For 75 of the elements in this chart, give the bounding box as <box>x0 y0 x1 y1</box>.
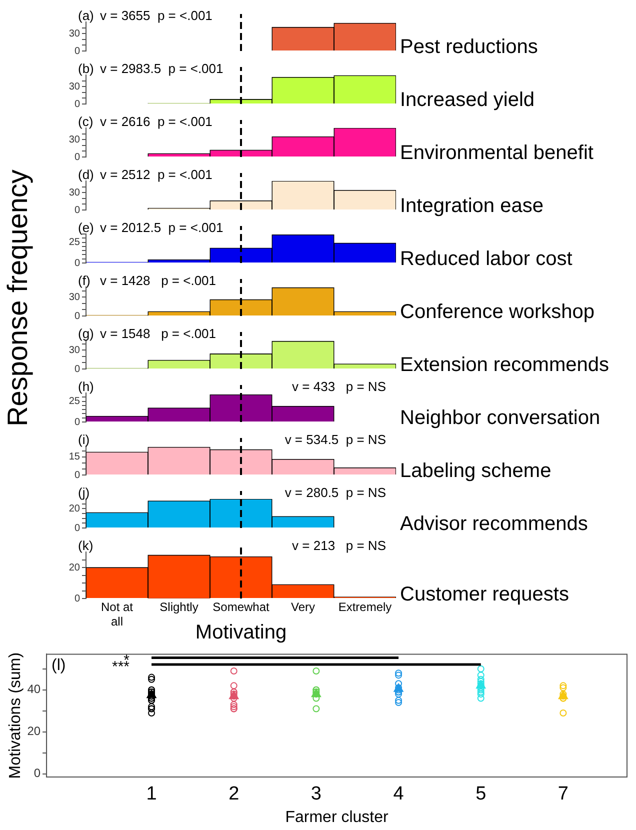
y-tick-label: 0 <box>74 593 80 604</box>
y-tick-label: 40 <box>27 682 41 696</box>
y-tick-label: 30 <box>68 28 80 40</box>
y-tick-label: 0 <box>74 98 80 110</box>
y-tick-label: 0 <box>74 522 80 534</box>
x-tick-label: Slightly <box>160 600 198 614</box>
chart-subtitle: v = 433 p = NS <box>292 379 386 394</box>
y-tick-label: 20 <box>68 562 80 574</box>
x-tick-label: 5 <box>476 784 486 805</box>
y-tick-label: 30 <box>68 292 80 303</box>
text: Neighbor conversation <box>400 407 600 429</box>
y-tick-label: 20 <box>68 503 80 514</box>
y-tick-label: 0 <box>74 416 80 428</box>
chart-subtitle: v = 2512 p = <.001 <box>100 167 212 182</box>
chart-title: (d) <box>78 167 94 182</box>
y-tick-label: 0 <box>74 310 80 322</box>
chart-title: (b) <box>78 61 94 76</box>
text: Pest reductions <box>400 36 538 58</box>
chart-subtitle: v = 534.5 p = NS <box>284 432 386 447</box>
chart-title: (j) <box>78 485 90 500</box>
y-tick-label: 25 <box>68 237 80 248</box>
chart-subtitle: v = 2616 p = <.001 <box>100 114 212 129</box>
y-tick-label: 20 <box>27 724 41 738</box>
x-axis-title: Farmer cluster <box>285 808 390 826</box>
y-tick-label: 0 <box>74 364 80 375</box>
chart-title: (k) <box>78 538 94 553</box>
x-tick-label: 3 <box>310 784 322 805</box>
chart-subtitle: v = 1548 p = <.001 <box>100 326 216 341</box>
y-tick-label: 0 <box>34 766 41 780</box>
x-tick-label: 2 <box>228 784 240 805</box>
text: Integration ease <box>400 195 544 217</box>
x-axis-title: Motivating <box>195 622 287 644</box>
y-axis-title: Response frequency <box>2 169 34 426</box>
x-tick-label: Very <box>290 600 316 614</box>
chart-subtitle: v = 2012.5 p = <.001 <box>100 220 224 235</box>
y-tick-label: 30 <box>68 134 80 146</box>
y-tick-label: 0 <box>74 46 80 57</box>
chart-subtitle: v = 213 p = NS <box>292 538 386 553</box>
y-tick-label: 0 <box>74 258 80 269</box>
chart-subtitle: v = 2983.5 p = <.001 <box>100 61 224 76</box>
y-tick-label: 30 <box>68 81 80 92</box>
y-tick-label: 25 <box>68 396 80 408</box>
x-tick-label: Extremely <box>338 600 392 614</box>
text: Customer requests <box>400 584 569 606</box>
chart-title: (h) <box>78 379 94 394</box>
chart-subtitle: v = 1428 p = <.001 <box>100 273 216 288</box>
chart-title: (f) <box>78 273 90 288</box>
x-tick-label: 1 <box>146 784 157 805</box>
y-tick-label: 15 <box>68 452 80 463</box>
text: Conference workshop <box>400 301 595 323</box>
chart-title: (c) <box>78 114 94 129</box>
text: Environmental benefit <box>400 142 594 164</box>
x-tick-label: 4 <box>393 784 404 805</box>
text: Reduced labor cost <box>400 248 573 270</box>
chart-title: (l) <box>52 657 66 674</box>
chart-title: (i) <box>78 432 90 447</box>
text: Extension recommends <box>400 354 609 376</box>
y-tick-label: 0 <box>74 204 80 216</box>
chart-subtitle: v = 280.5 p = NS <box>284 485 386 500</box>
text: Advisor recommends <box>400 513 588 535</box>
annotation: *** <box>112 658 130 676</box>
chart-title: (e) <box>78 220 94 235</box>
x-tick-label: Somewhat <box>212 600 270 614</box>
chart-title: (a) <box>78 8 94 23</box>
chart-title: (g) <box>78 326 94 341</box>
text: Labeling scheme <box>400 460 552 482</box>
y-tick-label: 0 <box>74 470 80 481</box>
y-axis-title: Motivations (sum) <box>7 652 24 779</box>
text: Increased yield <box>400 89 535 111</box>
x-tick-label: 7 <box>558 784 568 805</box>
chart-subtitle: v = 3655 p = <.001 <box>100 8 212 23</box>
y-tick-label: 0 <box>74 152 80 163</box>
x-tick-label: Not at all <box>100 600 134 628</box>
y-tick-label: 30 <box>68 187 80 198</box>
y-tick-label: 30 <box>68 344 80 356</box>
